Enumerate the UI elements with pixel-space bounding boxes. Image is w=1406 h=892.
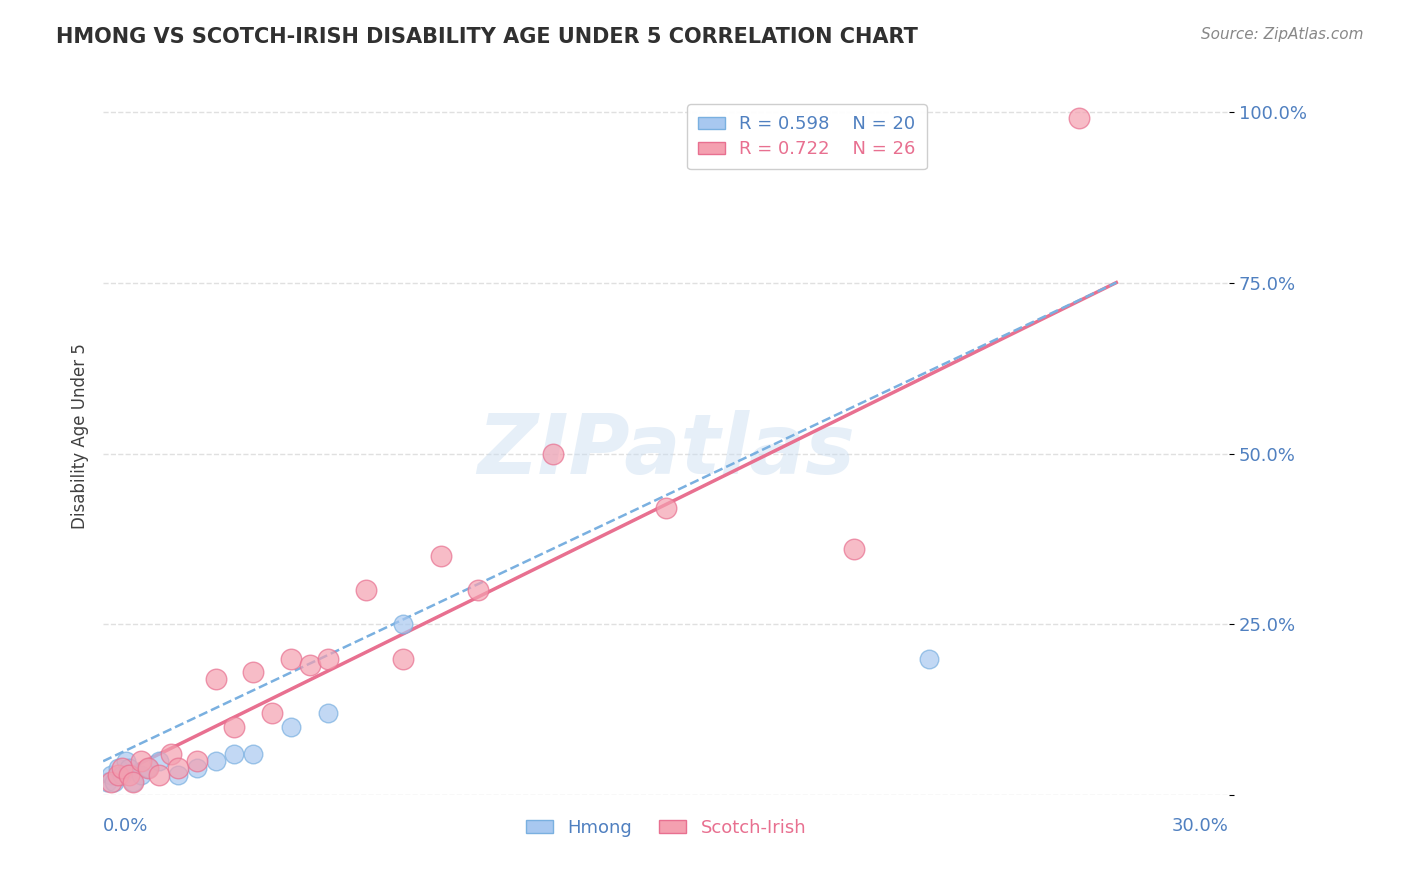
Point	[103, 774, 125, 789]
Point	[280, 720, 302, 734]
Point	[316, 651, 339, 665]
Point	[129, 754, 152, 768]
Point	[204, 672, 226, 686]
Point	[118, 768, 141, 782]
Point	[107, 768, 129, 782]
Point	[467, 583, 489, 598]
Point	[260, 706, 283, 721]
Point	[655, 501, 678, 516]
Point	[543, 446, 565, 460]
Point	[167, 761, 190, 775]
Point	[100, 768, 122, 782]
Point	[204, 754, 226, 768]
Point	[242, 747, 264, 762]
Point	[224, 747, 246, 762]
Y-axis label: Disability Age Under 5: Disability Age Under 5	[72, 343, 89, 529]
Point	[136, 761, 159, 775]
Point	[186, 761, 208, 775]
Point	[136, 761, 159, 775]
Point	[918, 651, 941, 665]
Point	[186, 754, 208, 768]
Point	[392, 617, 415, 632]
Text: 0.0%: 0.0%	[103, 817, 149, 835]
Text: Source: ZipAtlas.com: Source: ZipAtlas.com	[1201, 27, 1364, 42]
Point	[118, 761, 141, 775]
Point	[167, 768, 190, 782]
Legend: Hmong, Scotch-Irish: Hmong, Scotch-Irish	[519, 812, 814, 844]
Point	[354, 583, 377, 598]
Point	[1067, 112, 1090, 126]
Point	[316, 706, 339, 721]
Point	[430, 549, 453, 563]
Point	[114, 754, 136, 768]
Point	[224, 720, 246, 734]
Point	[159, 747, 181, 762]
Point	[122, 774, 145, 789]
Text: 30.0%: 30.0%	[1173, 817, 1229, 835]
Point	[129, 768, 152, 782]
Point	[148, 754, 170, 768]
Point	[96, 774, 118, 789]
Point	[842, 542, 865, 557]
Point	[280, 651, 302, 665]
Text: HMONG VS SCOTCH-IRISH DISABILITY AGE UNDER 5 CORRELATION CHART: HMONG VS SCOTCH-IRISH DISABILITY AGE UND…	[56, 27, 918, 46]
Point	[107, 761, 129, 775]
Point	[392, 651, 415, 665]
Point	[242, 665, 264, 680]
Point	[111, 761, 134, 775]
Point	[100, 774, 122, 789]
Point	[111, 768, 134, 782]
Point	[298, 658, 321, 673]
Text: ZIPatlas: ZIPatlas	[477, 410, 855, 491]
Point	[148, 768, 170, 782]
Point	[122, 774, 145, 789]
